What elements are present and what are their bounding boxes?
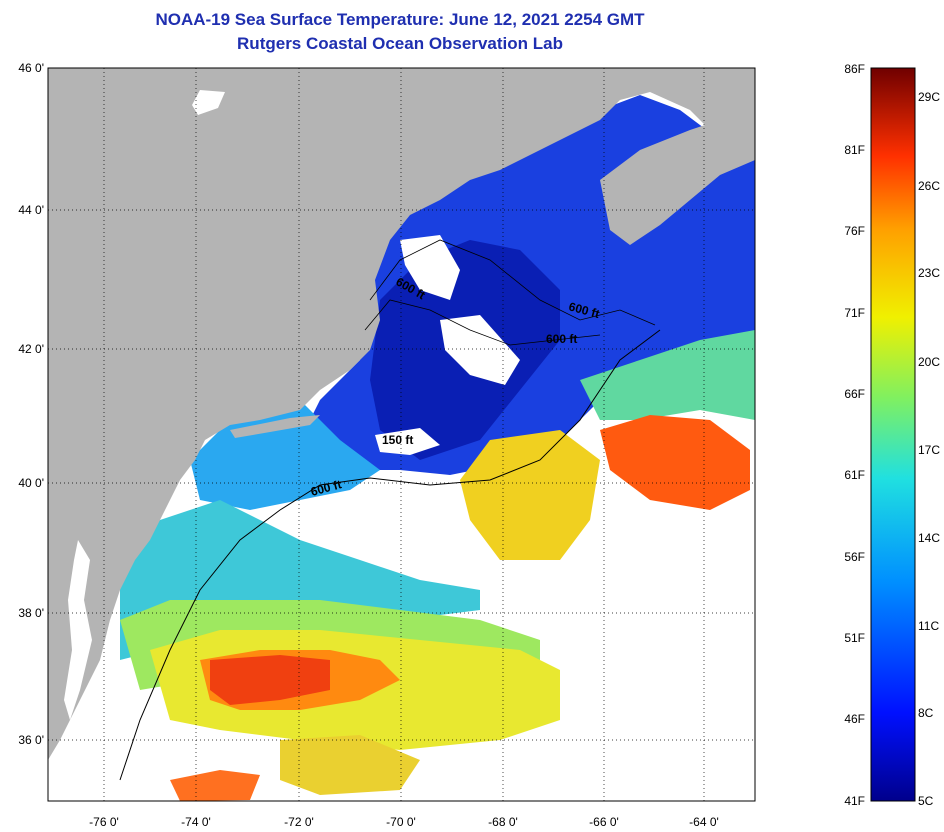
sst-offshore-green — [580, 330, 755, 420]
colorbar-c-label: 26C — [918, 179, 940, 193]
contour-label: 150 ft — [382, 433, 413, 447]
map-border — [47, 67, 756, 802]
colorbar-f-label: 41F — [844, 794, 865, 808]
lat-label: 38 0' — [18, 606, 44, 620]
sst-cyan-shelf — [190, 400, 380, 510]
sst-south-yellow — [280, 735, 420, 795]
cloud-patch — [400, 235, 460, 300]
sst-warm-core-ring — [600, 415, 750, 510]
colorbar-c-label: 11C — [918, 619, 939, 633]
lon-label: -64 0' — [689, 815, 719, 829]
colorbar-c-label: 20C — [918, 355, 940, 369]
colorbar — [870, 67, 916, 802]
lon-label: -70 0' — [386, 815, 416, 829]
lon-label: -72 0' — [284, 815, 314, 829]
cloud-patch-2 — [440, 315, 520, 385]
contour-600ft — [119, 329, 661, 781]
sst-hot-red — [210, 655, 330, 705]
colorbar-f-label: 46F — [844, 712, 865, 726]
sst-south-patch — [170, 770, 260, 801]
lat-label: 44 0' — [18, 203, 44, 217]
lat-label: 46 0' — [18, 61, 44, 75]
lat-label: 40 0' — [18, 476, 44, 490]
lat-label: 42 0' — [18, 342, 44, 356]
contour-inner — [364, 299, 601, 346]
colorbar-c-label: 5C — [918, 794, 934, 808]
chesapeake-bay — [64, 540, 92, 720]
colorbar-c-label: 8C — [918, 706, 934, 720]
colorbar-f-label: 71F — [844, 306, 865, 320]
contour-label: 600 ft — [546, 332, 577, 346]
lon-label: -76 0' — [89, 815, 119, 829]
colorbar-f-label: 61F — [844, 468, 865, 482]
lon-label: -74 0' — [181, 815, 211, 829]
lat-label: 36 0' — [18, 733, 44, 747]
lon-label: -66 0' — [589, 815, 619, 829]
land-mass — [48, 68, 755, 760]
colorbar-f-label: 51F — [844, 631, 865, 645]
colorbar-c-label: 23C — [918, 266, 940, 280]
colorbar-f-label: 76F — [844, 224, 865, 238]
colorbar-c-label: 17C — [918, 443, 940, 457]
sst-offshore-yellow — [460, 430, 600, 560]
colorbar-f-label: 86F — [844, 62, 865, 76]
map-title: NOAA-19 Sea Surface Temperature: June 12… — [155, 10, 645, 29]
contour-shelf — [369, 239, 656, 326]
colorbar-f-label: 66F — [844, 387, 865, 401]
colorbar-f-label: 81F — [844, 143, 865, 157]
nova-scotia — [600, 115, 755, 245]
colorbar-c-label: 29C — [918, 90, 940, 104]
map-subtitle: Rutgers Coastal Ocean Observation Lab — [237, 34, 563, 53]
long-island — [230, 415, 320, 438]
cloud-patch-3 — [375, 428, 440, 455]
lon-label: -68 0' — [488, 815, 518, 829]
colorbar-f-label: 56F — [844, 550, 865, 564]
colorbar-c-label: 14C — [918, 531, 940, 545]
cloud-patch-4 — [192, 90, 225, 115]
